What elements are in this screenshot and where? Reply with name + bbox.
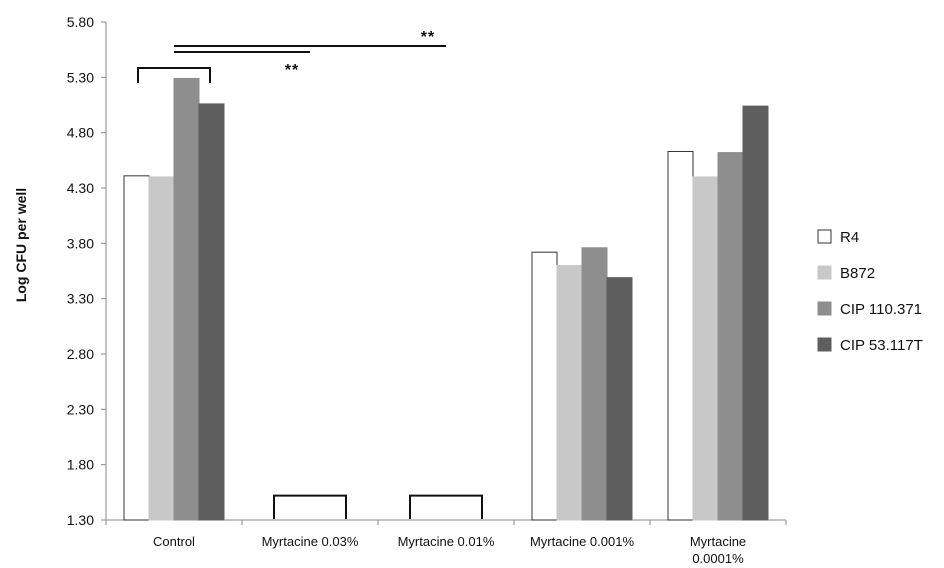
legend-swatch — [817, 337, 832, 352]
y-tick-label: 4.30 — [67, 180, 94, 196]
y-tick-label: 3.80 — [67, 235, 94, 251]
significance-stars: ** — [421, 29, 435, 46]
bar — [198, 103, 225, 521]
legend-swatch — [817, 301, 832, 316]
significance-bracket — [137, 67, 211, 83]
x-tick-label: 0.0001% — [692, 551, 744, 566]
legend-label: CIP 110.371 — [840, 301, 922, 318]
legend-swatch — [817, 265, 832, 280]
legend-label: CIP 53.117T — [840, 337, 923, 354]
y-tick-label: 4.80 — [67, 125, 94, 141]
bar — [692, 176, 719, 521]
legend-label: R4 — [840, 229, 859, 246]
legend-label: B872 — [840, 265, 875, 282]
bar — [742, 105, 769, 521]
y-tick-label: 2.30 — [67, 401, 94, 417]
annotations: ** ** — [137, 29, 483, 519]
legend-swatch — [817, 229, 832, 244]
bar — [606, 277, 633, 521]
x-tick-label: Myrtacine 0.001% — [530, 534, 634, 549]
x-tick-label: Myrtacine 0.01% — [398, 534, 495, 549]
y-tick-label: 1.30 — [67, 512, 94, 528]
legend: R4 B872 CIP 110.371 CIP 53.117T — [817, 229, 923, 354]
bar — [667, 150, 694, 521]
bar — [148, 176, 175, 521]
significance-bracket — [273, 494, 347, 519]
x-tick-label: Myrtacine 0.03% — [262, 534, 359, 549]
bar — [556, 264, 583, 521]
y-tick-label: 5.30 — [67, 69, 94, 85]
bar — [581, 247, 608, 521]
bar — [173, 77, 200, 521]
y-axis-title: Log CFU per well — [13, 188, 29, 302]
axes: 5.80 5.30 4.80 4.30 3.80 3.30 2.80 2.30 1.80 1.30… — [67, 14, 787, 566]
y-tick-label: 3.30 — [67, 291, 94, 307]
bars — [123, 77, 769, 521]
y-tick-label: 2.80 — [67, 346, 94, 362]
significance-bracket — [409, 494, 483, 519]
bar — [123, 175, 150, 521]
y-tick-label: 1.80 — [67, 457, 94, 473]
bar — [717, 152, 744, 521]
bar — [531, 251, 558, 521]
y-tick-label: 5.80 — [67, 14, 94, 30]
significance-stars: ** — [285, 62, 299, 79]
x-tick-label: Control — [153, 534, 195, 549]
x-tick-label: Myrtacine — [690, 534, 746, 549]
